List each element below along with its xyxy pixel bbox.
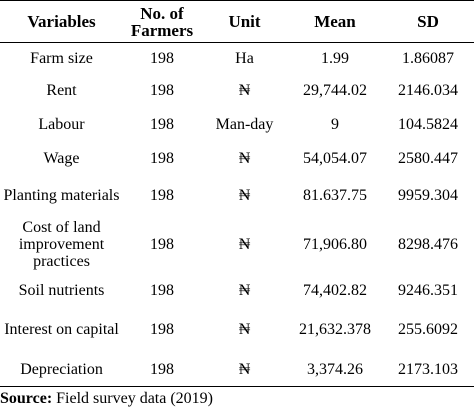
cell-farmers: 198 <box>150 360 174 378</box>
table-row: Rent 198 ₦ 29,744.02 2146.034 <box>0 74 474 108</box>
cell-mean: 3,374.26 <box>307 360 363 378</box>
cell-unit: ₦ <box>238 150 251 167</box>
header-no-of-farmers: No. of Farmers <box>130 3 194 40</box>
cell-farmers: 198 <box>150 281 174 299</box>
summary-statistics-table: Variables No. of Farmers Unit Mean SD Fa… <box>0 0 474 387</box>
cell-unit: Man-day <box>215 116 274 133</box>
cell-farmers: 198 <box>150 150 174 167</box>
cell-unit: ₦ <box>238 187 251 204</box>
table-row: Soil nutrients 198 ₦ 74,402.82 9246.351 <box>0 274 474 307</box>
cell-variable: Wage <box>43 150 80 167</box>
cell-variable: Soil nutrients <box>18 281 105 299</box>
cell-unit: Ha <box>235 49 254 67</box>
cell-sd: 2146.034 <box>398 82 458 99</box>
cell-farmers: 198 <box>150 236 174 253</box>
source-label: Source: <box>0 390 53 407</box>
cell-sd: 8298.476 <box>398 236 458 253</box>
cell-unit: ₦ <box>238 360 251 378</box>
cell-variable: Rent <box>46 82 77 99</box>
cell-mean: 21,632.378 <box>299 321 371 338</box>
header-row: Variables No. of Farmers Unit Mean SD <box>0 0 474 43</box>
cell-mean: 54,054.07 <box>303 150 367 167</box>
source-text: Field survey data (2019) <box>52 390 213 407</box>
cell-unit: ₦ <box>238 236 251 253</box>
table-row: Wage 198 ₦ 54,054.07 2580.447 <box>0 142 474 176</box>
cell-variable: Interest on capital <box>4 321 119 338</box>
cell-mean: 81.637.75 <box>303 187 367 204</box>
header-mean: Mean <box>314 12 356 31</box>
cell-variable: Depreciation <box>20 360 103 378</box>
cell-variable: Labour <box>38 116 85 133</box>
cell-farmers: 198 <box>150 187 174 204</box>
cell-farmers: 198 <box>150 116 174 133</box>
cell-sd: 2173.103 <box>398 360 458 378</box>
cell-variable: Farm size <box>30 49 93 67</box>
cell-farmers: 198 <box>150 49 174 67</box>
source-note: Source: Field survey data (2019) <box>0 390 213 408</box>
table-row: Farm size 198 Ha 1.99 1.86087 <box>0 43 474 74</box>
cell-mean: 71,906.80 <box>303 236 367 253</box>
table-row: Depreciation 198 ₦ 3,374.26 2173.103 <box>0 353 474 387</box>
table-header: Variables No. of Farmers Unit Mean SD <box>0 0 474 43</box>
table-row: Planting materials 198 ₦ 81.637.75 9959.… <box>0 176 474 216</box>
table-row: Cost of land improvement practices 198 ₦… <box>0 216 474 274</box>
cell-mean: 29,744.02 <box>303 82 367 99</box>
cell-mean: 9 <box>331 116 339 133</box>
cell-farmers: 198 <box>150 82 174 99</box>
cell-unit: ₦ <box>238 82 251 99</box>
cell-unit: ₦ <box>238 281 251 299</box>
cell-mean: 1.99 <box>321 49 349 67</box>
cell-variable: Planting materials <box>3 187 120 204</box>
cell-sd: 9959.304 <box>398 187 458 204</box>
cell-sd: 2580.447 <box>398 150 458 167</box>
cell-sd: 9246.351 <box>398 281 458 299</box>
cell-sd: 1.86087 <box>402 49 454 67</box>
table-body: Farm size 198 Ha 1.99 1.86087 Rent 198 ₦… <box>0 43 474 387</box>
cell-farmers: 198 <box>150 321 174 338</box>
table-row: Interest on capital 198 ₦ 21,632.378 255… <box>0 307 474 353</box>
header-unit: Unit <box>228 12 261 31</box>
cell-sd: 255.6092 <box>398 321 458 338</box>
header-variables: Variables <box>27 12 96 31</box>
cell-sd: 104.5824 <box>398 116 458 133</box>
cell-unit: ₦ <box>238 321 251 338</box>
table-row: Labour 198 Man-day 9 104.5824 <box>0 108 474 142</box>
header-sd: SD <box>417 12 439 31</box>
cell-variable: Cost of land improvement practices <box>18 219 105 270</box>
cell-mean: 74,402.82 <box>303 281 367 299</box>
